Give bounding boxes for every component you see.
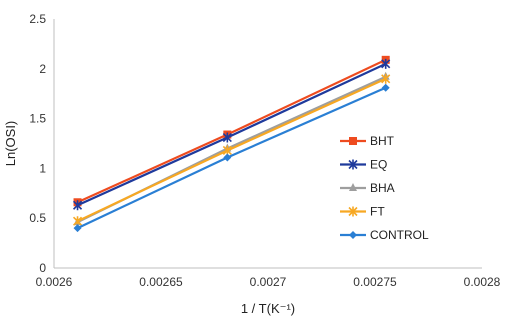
x-tick-label: 0.0026 (36, 275, 73, 289)
legend-item-control: CONTROL (340, 228, 429, 242)
legend: BHT EQ BHA FT CONTROL (340, 134, 429, 242)
data-point-control (73, 224, 82, 233)
legend-label-bha: BHA (370, 181, 395, 195)
data-point-eq (222, 132, 232, 143)
series-control (73, 83, 390, 233)
data-point-eq (381, 58, 391, 69)
legend-marker-bha (349, 183, 357, 191)
x-axis-ticks: 0.0026 0.00265 0.0027 0.00275 0.0028 (36, 275, 501, 289)
data-point-control (381, 83, 390, 92)
legend-label-bht: BHT (370, 134, 395, 148)
x-tick-label: 0.0028 (464, 275, 501, 289)
legend-item-bht: BHT (340, 134, 395, 148)
data-point-control (223, 153, 232, 162)
x-tick-label: 0.0027 (250, 275, 287, 289)
y-tick-label: 1.5 (29, 112, 46, 126)
y-tick-label: 2 (39, 62, 46, 76)
legend-marker-eq (348, 159, 358, 170)
legend-label-eq: EQ (370, 158, 387, 172)
x-axis-title: 1 / T(K⁻¹) (241, 301, 295, 316)
series-layer (72, 55, 391, 233)
y-tick-label: 2.5 (29, 12, 46, 26)
y-axis-ticks: 0 0.5 1 1.5 2 2.5 (29, 12, 46, 275)
data-point-eq (72, 200, 83, 211)
series-line-control (77, 86, 387, 230)
legend-item-bha: BHA (340, 181, 395, 195)
series-line-bht (77, 58, 387, 204)
legend-marker-ft (348, 206, 358, 217)
legend-marker-bht (349, 137, 357, 145)
data-point-ft (381, 73, 391, 84)
x-tick-label: 0.00275 (353, 275, 397, 289)
legend-marker-control (349, 231, 357, 239)
series-line-ft (77, 77, 387, 223)
series-eq (72, 58, 391, 211)
legend-label-ft: FT (370, 205, 385, 219)
legend-item-ft: FT (340, 205, 385, 219)
x-tick-label: 0.00265 (139, 275, 183, 289)
y-tick-label: 1 (39, 161, 46, 175)
series-bht (73, 55, 390, 207)
legend-item-eq: EQ (340, 158, 387, 172)
y-tick-label: 0.5 (29, 211, 46, 225)
legend-label-control: CONTROL (370, 228, 429, 242)
axes (53, 19, 482, 269)
series-ft (72, 73, 391, 227)
series-line-eq (77, 62, 387, 207)
y-axis-title: Ln(OSI) (3, 121, 18, 167)
y-tick-label: 0 (39, 261, 46, 275)
